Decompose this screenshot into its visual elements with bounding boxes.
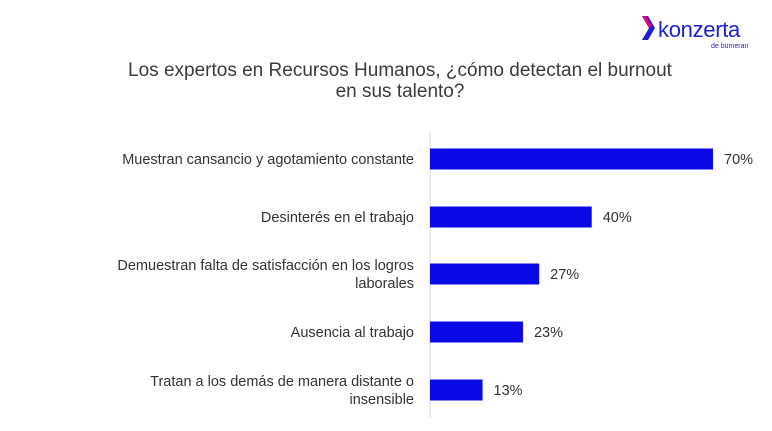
konzerta-logo: konzerta de bumeran (640, 12, 762, 52)
bar-4 (430, 321, 523, 343)
konzerta-chevron-icon (642, 16, 655, 40)
category-label-line: Tratan a los demás de manera distante o (150, 374, 414, 390)
value-label-4: 23% (534, 325, 563, 341)
category-label-2: Desinterés en el trabajo (261, 210, 414, 226)
value-label-1: 70% (724, 152, 753, 168)
bar-3 (430, 263, 540, 285)
category-label-1: Muestran cansancio y agotamiento constan… (122, 152, 414, 168)
category-label-line: Desinterés en el trabajo (261, 210, 414, 226)
category-label-5: Tratan a los demás de manera distante o i… (150, 374, 414, 408)
category-label-line: Muestran cansancio y agotamiento constan… (122, 152, 414, 168)
bar-1 (430, 148, 713, 170)
category-label-line: Demuestran falta de satisfacción en los … (117, 258, 414, 274)
value-label-3: 27% (550, 267, 579, 283)
chart-title: Los expertos en Recursos Humanos, ¿cómo … (128, 60, 672, 102)
category-label-line: insensible (350, 392, 415, 408)
value-label-2: 40% (603, 210, 632, 226)
value-label-5: 13% (494, 383, 523, 399)
category-label-3: Demuestran falta de satisfacción en los … (117, 258, 414, 292)
bar-2 (430, 206, 592, 228)
bar-5 (430, 379, 483, 401)
category-label-4: Ausencia al trabajo (291, 325, 414, 341)
category-label-line: Ausencia al trabajo (291, 325, 414, 341)
brand-tagline: de bumeran (711, 43, 749, 50)
category-label-line: laborales (355, 276, 414, 292)
brand-name: konzerta (658, 17, 740, 42)
